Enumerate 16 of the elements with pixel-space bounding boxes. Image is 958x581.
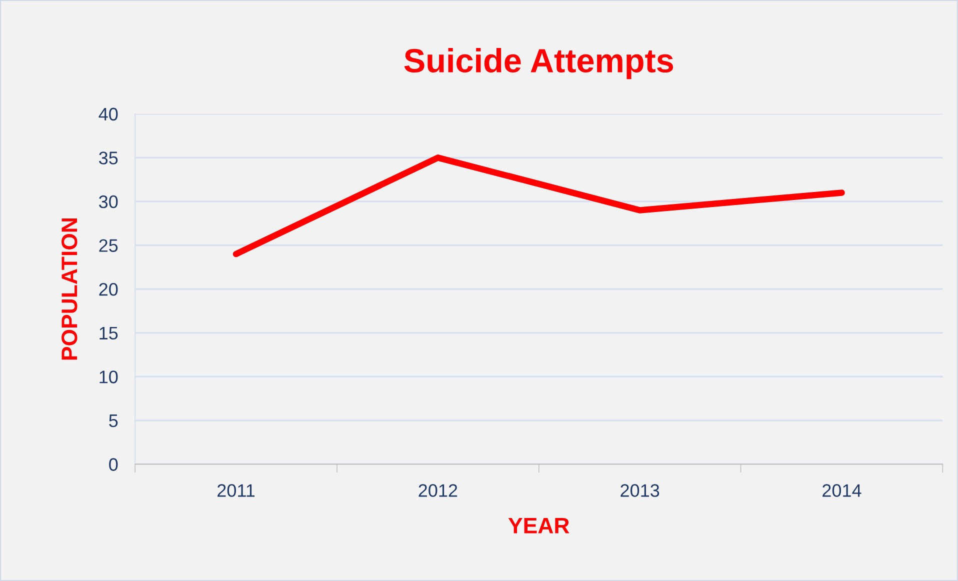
y-tick-label: 20 bbox=[99, 282, 118, 296]
x-tick-label: 2011 bbox=[218, 484, 255, 497]
x-tick-label: 2012 bbox=[418, 484, 458, 497]
y-axis-title: POPULATION bbox=[62, 218, 78, 360]
y-tick-label: 10 bbox=[100, 370, 118, 384]
y-tick-label: 25 bbox=[99, 239, 118, 252]
y-tick-label: 0 bbox=[109, 458, 118, 471]
y-tick-label: 30 bbox=[99, 195, 118, 208]
x-tick-label: 2013 bbox=[620, 484, 660, 497]
y-tick-label: 5 bbox=[109, 414, 118, 428]
x-axis-title: YEAR bbox=[508, 518, 570, 534]
x-tick-label: 2014 bbox=[822, 484, 862, 497]
y-tick-label: 40 bbox=[98, 108, 118, 121]
chart-title: Suicide Attempts bbox=[404, 48, 674, 80]
y-tick-label: 15 bbox=[100, 326, 118, 340]
y-tick-label: 35 bbox=[99, 152, 118, 164]
